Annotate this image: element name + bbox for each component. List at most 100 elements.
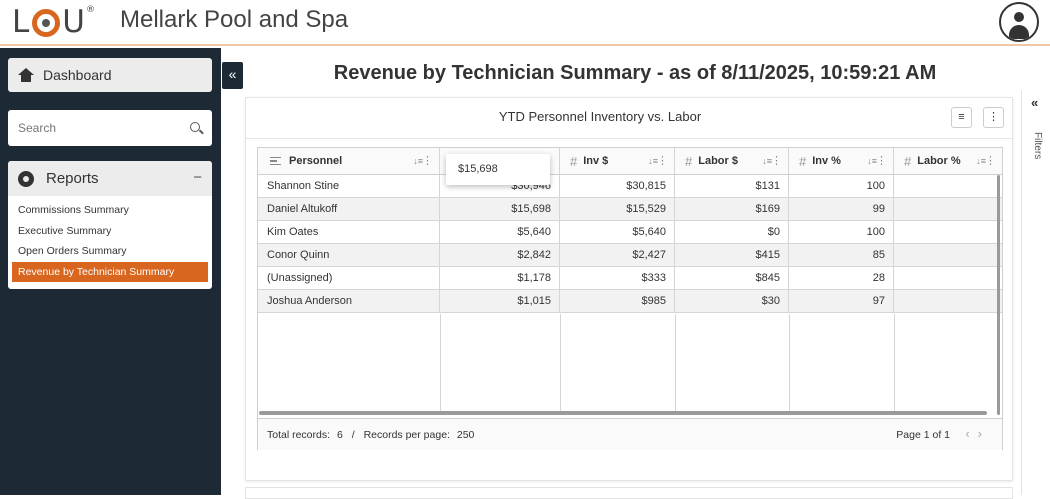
secondary-card: [245, 487, 1013, 499]
dashboard-button[interactable]: Dashboard: [8, 58, 212, 92]
cell-inv: $5,640: [560, 221, 675, 244]
cell-inv-percent: 99: [789, 198, 894, 221]
cell-labor: $415: [675, 244, 789, 267]
table-row[interactable]: (Unassigned) $1,178 $333 $845 28: [258, 267, 1002, 290]
column-menu-icon[interactable]: ⋮: [985, 155, 996, 167]
cell-total: $1,015: [440, 290, 560, 313]
page-title: Revenue by Technician Summary - as of 8/…: [333, 62, 937, 84]
sidebar-search-input[interactable]: Search: [8, 110, 212, 146]
column-label: Personnel: [289, 155, 343, 167]
sidebar: Dashboard Search Reports − Commissions S…: [0, 48, 221, 495]
total-records-value: 6: [336, 429, 343, 441]
cell-total: $5,640: [440, 221, 560, 244]
column-header-inv-percent[interactable]: # Inv % ↓≡ ⋮: [789, 148, 894, 175]
separator: /: [351, 429, 355, 441]
cell-inv: $15,529: [560, 198, 675, 221]
company-name: Mellark Pool and Spa: [120, 6, 349, 33]
table-row[interactable]: Daniel Altukoff $15,698 $15,529 $169 99: [258, 198, 1002, 221]
search-icon[interactable]: [190, 122, 200, 132]
cell-labor-percent: [894, 198, 1002, 221]
sidebar-item-open-orders-summary[interactable]: Open Orders Summary: [18, 245, 127, 257]
reports-header[interactable]: Reports −: [8, 161, 212, 196]
reports-label: Reports: [46, 170, 99, 187]
column-menu-icon[interactable]: ⋮: [422, 155, 433, 167]
home-icon: [18, 68, 34, 82]
top-bar: L U ® Mellark Pool and Spa: [0, 0, 1050, 46]
cell-inv-percent: 28: [789, 267, 894, 290]
sidebar-collapse-button[interactable]: «: [222, 62, 243, 89]
table-row[interactable]: Shannon Stine $30,946 $30,815 $131 100: [258, 175, 1002, 198]
page-indicator: Page 1 of 1: [896, 429, 950, 441]
number-column-icon: #: [904, 153, 912, 169]
column-label: Labor %: [917, 155, 961, 167]
cell-personnel: Joshua Anderson: [258, 290, 440, 313]
filter-icon[interactable]: ≡: [951, 107, 972, 128]
cell-labor-percent: [894, 267, 1002, 290]
cell-total: $2,842: [440, 244, 560, 267]
column-divider: [894, 314, 895, 411]
cell-inv-percent: 100: [789, 175, 894, 198]
column-label: Labor $: [698, 155, 738, 167]
cell-personnel: Daniel Altukoff: [258, 198, 440, 221]
logo-trademark: ®: [85, 5, 96, 15]
column-header-personnel[interactable]: Personnel ↓≡ ⋮: [258, 148, 440, 175]
column-menu-icon[interactable]: ⋮: [657, 155, 668, 167]
cell-labor-percent: [894, 175, 1002, 198]
dashboard-label: Dashboard: [43, 67, 112, 83]
records-per-page-value: 250: [456, 429, 475, 441]
column-divider: [440, 314, 441, 411]
cell-personnel: Shannon Stine: [258, 175, 440, 198]
sort-icon[interactable]: ↓≡: [976, 156, 986, 166]
cell-labor-percent: [894, 221, 1002, 244]
logo-o-icon: [32, 9, 61, 37]
lou-logo[interactable]: L U ®: [12, 4, 96, 40]
column-menu-icon[interactable]: ⋮: [771, 155, 782, 167]
vertical-scrollbar[interactable]: [997, 175, 1000, 415]
table-row[interactable]: Joshua Anderson $1,015 $985 $30 97: [258, 290, 1002, 313]
card-title: YTD Personnel Inventory vs. Labor: [498, 109, 702, 124]
cell-inv-percent: 85: [789, 244, 894, 267]
records-summary: Total records: 6 / Records per page: 250: [267, 429, 474, 441]
total-records-label: Total records:: [267, 429, 331, 441]
column-divider: [560, 314, 561, 411]
number-column-icon: #: [799, 153, 807, 169]
sort-icon[interactable]: ↓≡: [867, 156, 877, 166]
cell-labor-percent: [894, 290, 1002, 313]
sort-icon[interactable]: ↓≡: [413, 156, 423, 166]
sidebar-item-commissions-summary[interactable]: Commissions Summary: [18, 204, 129, 216]
cell-personnel: Conor Quinn: [258, 244, 440, 267]
cell-personnel: Kim Oates: [258, 221, 440, 244]
column-divider: [675, 314, 676, 411]
prev-page-icon[interactable]: ‹: [965, 426, 978, 441]
table-row[interactable]: Kim Oates $5,640 $5,640 $0 100: [258, 221, 1002, 244]
sort-icon[interactable]: ↓≡: [648, 156, 658, 166]
sidebar-item-executive-summary[interactable]: Executive Summary: [18, 224, 112, 237]
text-column-icon: [270, 156, 281, 166]
column-menu-icon[interactable]: ⋮: [876, 155, 887, 167]
more-options-icon[interactable]: ⋮: [983, 107, 1004, 128]
grid-footer: Total records: 6 / Records per page: 250…: [258, 418, 1002, 450]
column-header-labor[interactable]: # Labor $ ↓≡ ⋮: [675, 148, 789, 175]
table-row[interactable]: Conor Quinn $2,842 $2,427 $415 85: [258, 244, 1002, 267]
user-avatar-icon[interactable]: [999, 2, 1039, 42]
sort-icon[interactable]: ↓≡: [762, 156, 772, 166]
collapse-reports-icon[interactable]: −: [193, 169, 202, 186]
next-page-icon[interactable]: ›: [977, 426, 990, 441]
column-header-inv[interactable]: # Inv $ ↓≡ ⋮: [560, 148, 675, 175]
column-divider: [789, 314, 790, 411]
column-label: Inv $: [583, 155, 609, 167]
expand-filters-icon[interactable]: «: [1031, 95, 1039, 110]
filters-label: Filters: [1032, 132, 1043, 160]
filters-panel-tab[interactable]: « Filters: [1021, 90, 1050, 495]
column-label: Inv %: [812, 155, 841, 167]
cell-inv-percent: 97: [789, 290, 894, 313]
cell-inv: $30,815: [560, 175, 675, 198]
number-column-icon: #: [570, 153, 578, 169]
horizontal-scrollbar[interactable]: [259, 411, 987, 415]
data-grid: Personnel ↓≡ ⋮ # Inv $ ↓≡ ⋮ # Labor $ ↓≡…: [257, 147, 1003, 450]
column-header-labor-percent[interactable]: # Labor % ↓≡ ⋮: [894, 148, 1002, 175]
sidebar-item-revenue-by-technician-summary[interactable]: Revenue by Technician Summary: [12, 261, 208, 282]
reports-panel: Reports − Commissions Summary Executive …: [8, 161, 212, 289]
cell-labor-percent: [894, 244, 1002, 267]
records-per-page-label: Records per page:: [363, 429, 450, 441]
